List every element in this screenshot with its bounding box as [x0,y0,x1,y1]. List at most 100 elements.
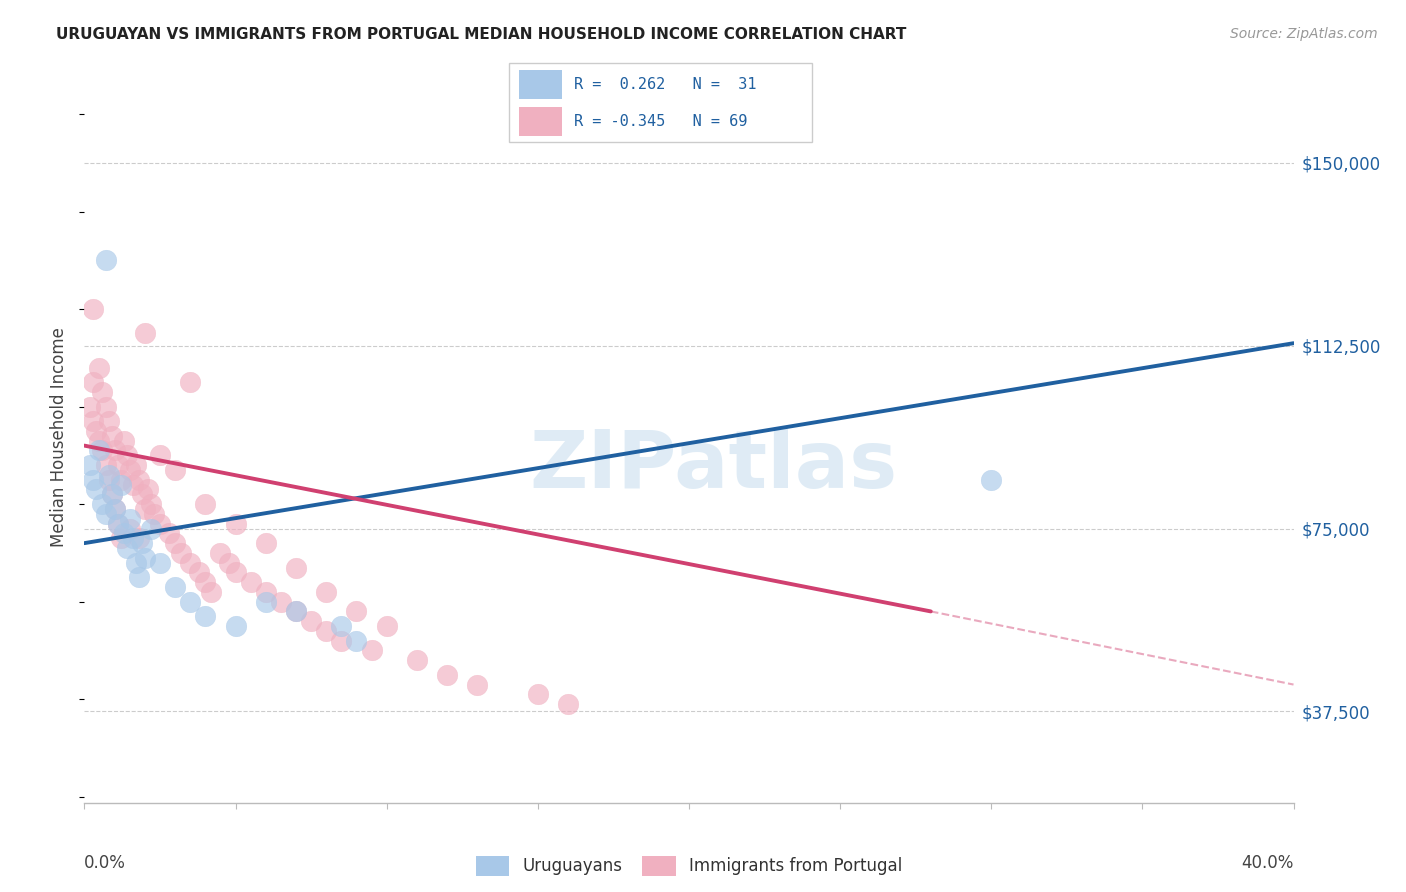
Point [467,677,489,691]
Point [142,507,165,521]
Text: URUGUAYAN VS IMMIGRANTS FROM PORTUGAL MEDIAN HOUSEHOLD INCOME CORRELATION CHART: URUGUAYAN VS IMMIGRANTS FROM PORTUGAL ME… [56,27,907,42]
Text: Source: ZipAtlas.com: Source: ZipAtlas.com [1230,27,1378,41]
Point [121,531,143,545]
Point [179,594,201,608]
Point [131,536,153,550]
Point [107,458,129,472]
Point [128,570,150,584]
Bar [519,70,562,99]
Point [94,458,117,472]
Point [346,604,368,618]
Point [436,667,458,681]
Point [315,585,337,599]
Point [165,463,187,477]
Text: 40.0%: 40.0% [1241,854,1294,872]
Point [112,434,135,448]
Point [107,516,129,531]
Point [375,619,398,633]
Point [254,536,277,550]
Point [557,697,579,711]
Point [91,443,114,458]
Text: ZIPatlas: ZIPatlas [529,427,897,506]
Point [330,633,353,648]
Point [91,384,114,399]
FancyBboxPatch shape [509,63,813,142]
Point [194,497,217,511]
Point [346,633,368,648]
Point [82,301,104,317]
Text: R =  0.262   N =  31: R = 0.262 N = 31 [574,77,756,92]
Point [527,687,550,701]
Point [100,429,122,443]
Point [97,473,120,487]
Point [118,521,141,535]
Point [128,531,150,545]
Point [115,448,138,462]
Point [115,541,138,555]
Point [86,483,108,497]
Point [91,497,114,511]
Legend: Uruguayans, Immigrants from Portugal: Uruguayans, Immigrants from Portugal [470,850,908,882]
Point [225,619,247,633]
Point [118,463,141,477]
Point [134,502,156,516]
Point [110,531,132,545]
Point [110,477,132,491]
Point [139,521,162,535]
Point [285,604,308,618]
Y-axis label: Median Household Income: Median Household Income [51,327,69,547]
Point [254,585,277,599]
Point [254,594,277,608]
Point [179,556,201,570]
Point [165,580,187,594]
Point [89,434,111,448]
Point [200,585,222,599]
Point [139,497,162,511]
Point [104,502,127,516]
Point [94,253,117,268]
Point [239,575,262,590]
Point [330,619,353,633]
Point [209,546,232,560]
Point [100,487,122,501]
Point [179,375,201,389]
Point [285,604,308,618]
Point [104,443,127,458]
Point [125,458,148,472]
Point [82,414,104,428]
Point [79,400,101,414]
Point [299,614,322,628]
Point [100,487,122,501]
Point [89,360,111,375]
Point [194,609,217,624]
Point [89,443,111,458]
Point [225,566,247,580]
Point [82,375,104,389]
Point [270,594,292,608]
Point [79,458,101,472]
Point [134,326,156,341]
Point [136,483,159,497]
Point [118,512,141,526]
Point [194,575,217,590]
Text: R = -0.345   N = 69: R = -0.345 N = 69 [574,113,748,128]
Point [131,487,153,501]
Point [157,526,180,541]
Point [128,473,150,487]
Point [97,414,120,428]
Point [134,550,156,565]
Point [285,560,308,574]
Point [406,653,429,667]
Point [170,546,193,560]
Point [104,502,127,516]
Point [107,516,129,531]
Point [149,448,172,462]
Point [82,473,104,487]
Point [218,556,240,570]
Point [360,643,382,657]
Point [149,556,172,570]
Point [149,516,172,531]
Point [94,507,117,521]
Point [980,473,1002,487]
Point [97,467,120,482]
